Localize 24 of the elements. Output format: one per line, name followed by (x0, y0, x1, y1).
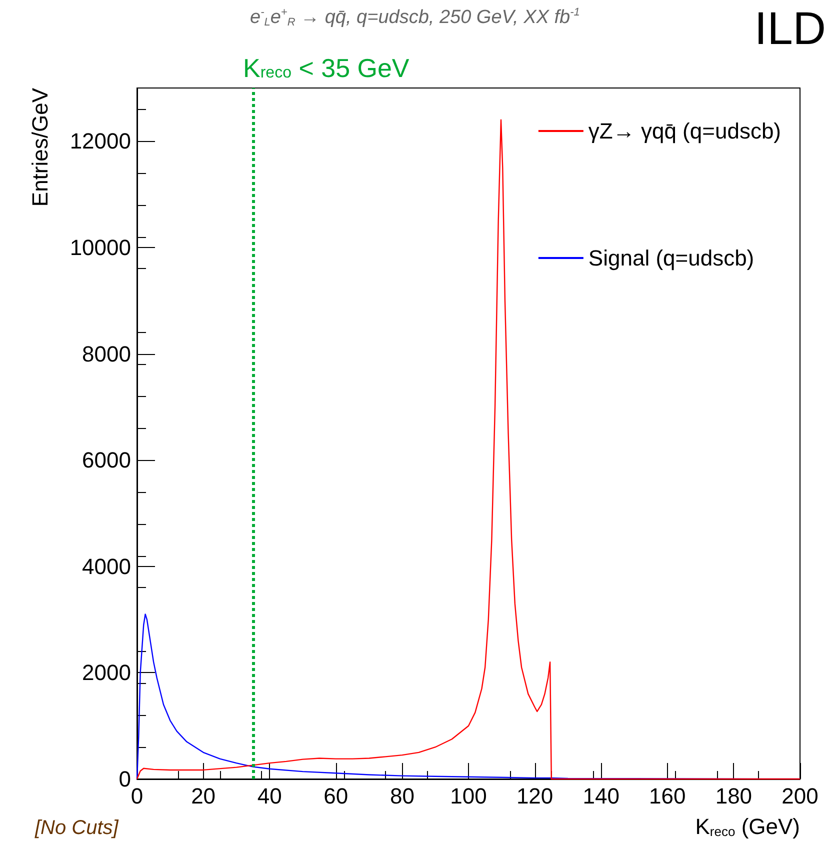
legend-label: Signal (q=udscb) (588, 246, 754, 270)
legend-label: γZ→ γqq̄ (q=udscb) (588, 118, 782, 144)
y-tick-label: 6000 (82, 448, 131, 473)
y-tick-label: 8000 (82, 341, 131, 366)
y-tick-label: 0 (118, 766, 131, 792)
x-axis-title: Kreco (GeV) (695, 814, 800, 839)
y-tick-label: 10000 (70, 234, 131, 260)
text: ILD (754, 2, 826, 54)
ref-line-label: Kreco < 35 GeV (243, 53, 410, 83)
y-tick-label: 12000 (70, 128, 131, 154)
text: [No Cuts] (34, 817, 119, 839)
x-tick-label: 140 (582, 784, 620, 808)
x-tick-label: 40 (257, 784, 282, 808)
x-tick-label: 200 (782, 784, 818, 808)
y-tick-label: 2000 (82, 660, 131, 686)
x-tick-label: 180 (715, 784, 752, 808)
x-tick-label: 60 (324, 784, 348, 808)
x-tick-label: 20 (191, 784, 216, 808)
x-tick-label: 120 (516, 784, 554, 808)
x-tick-label: 80 (390, 784, 414, 808)
x-tick-label: 100 (450, 784, 487, 808)
y-tick-label: 4000 (82, 554, 131, 579)
x-tick-label: 160 (649, 784, 686, 808)
y-axis-title: Entries/GeV (28, 88, 52, 207)
